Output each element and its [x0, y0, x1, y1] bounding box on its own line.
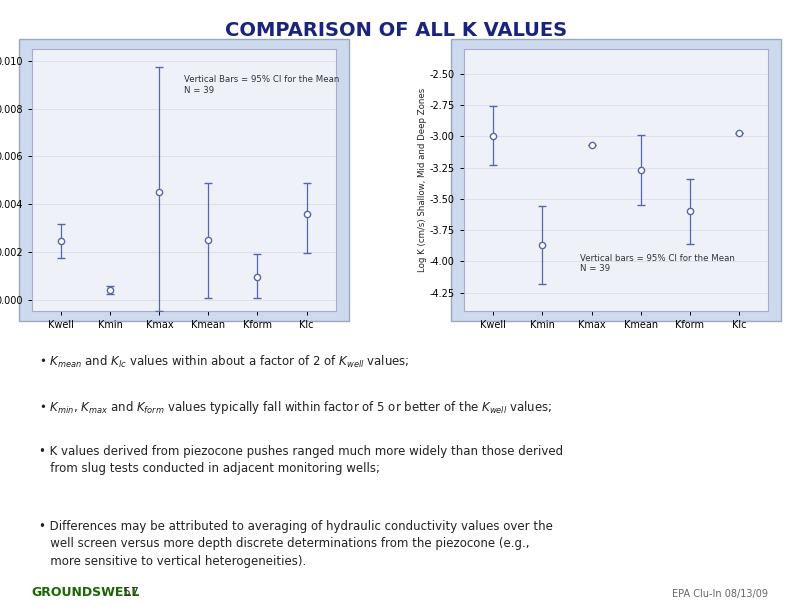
- Text: • Differences may be attributed to averaging of hydraulic conductivity values ov: • Differences may be attributed to avera…: [39, 520, 553, 568]
- Text: GROUNDSWELL: GROUNDSWELL: [32, 586, 140, 599]
- Text: 57: 57: [123, 586, 139, 599]
- Text: Vertical bars = 95% CI for the Mean
N = 39: Vertical bars = 95% CI for the Mean N = …: [580, 254, 734, 273]
- Text: COMPARISON OF ALL K VALUES: COMPARISON OF ALL K VALUES: [225, 21, 567, 40]
- Text: • $K_{min}$, $K_{max}$ and $K_{form}$ values typically fall within factor of 5 o: • $K_{min}$, $K_{max}$ and $K_{form}$ va…: [39, 400, 553, 417]
- Text: Vertical Bars = 95% CI for the Mean
N = 39: Vertical Bars = 95% CI for the Mean N = …: [184, 75, 339, 95]
- Text: • K values derived from piezocone pushes ranged much more widely than those deri: • K values derived from piezocone pushes…: [39, 444, 563, 475]
- Text: EPA Clu-In 08/13/09: EPA Clu-In 08/13/09: [672, 589, 768, 599]
- Y-axis label: Log K (cm/s) Shallow, Mid and Deep Zones: Log K (cm/s) Shallow, Mid and Deep Zones: [418, 88, 427, 272]
- Text: • $K_{mean}$ and $K_{lc}$ values within about a factor of 2 of $K_{well}$ values: • $K_{mean}$ and $K_{lc}$ values within …: [39, 354, 409, 370]
